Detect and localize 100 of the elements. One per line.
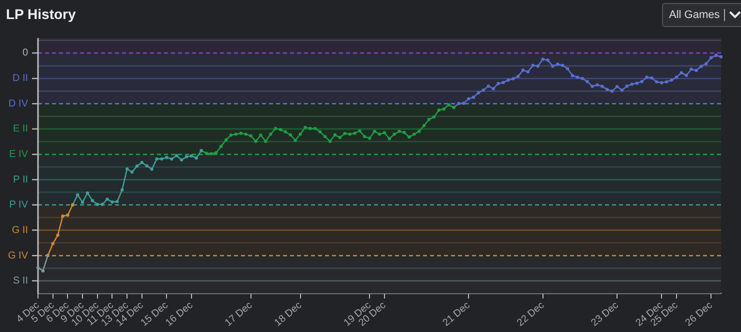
point (174, 154, 178, 158)
point (670, 78, 674, 82)
point (382, 131, 386, 134)
point (100, 202, 104, 206)
ref-line-label: P IV (9, 200, 28, 211)
point (214, 151, 218, 154)
point (620, 88, 624, 92)
x-tick-label: 18 Dec (272, 300, 304, 329)
point (378, 132, 382, 136)
point (684, 74, 688, 77)
point (417, 130, 421, 133)
point (140, 160, 144, 164)
point (353, 132, 356, 135)
point (674, 76, 678, 79)
point (264, 140, 268, 143)
point (116, 200, 119, 204)
point (462, 102, 466, 105)
point (586, 80, 589, 84)
ref-line-label: P II (13, 174, 28, 186)
point (372, 130, 376, 133)
point (66, 214, 70, 217)
point (615, 84, 619, 88)
point (412, 132, 416, 136)
point (76, 193, 80, 196)
point (96, 202, 99, 206)
ref-line-label: D IV (8, 98, 28, 110)
point (398, 130, 401, 133)
point (244, 132, 248, 136)
point (506, 78, 510, 82)
point (180, 158, 184, 162)
point (294, 138, 297, 142)
point (284, 130, 288, 134)
ref-line-label: E II (12, 124, 28, 135)
point (422, 124, 426, 128)
point (596, 83, 599, 86)
point (719, 55, 723, 58)
point (700, 64, 703, 68)
point (239, 132, 243, 135)
point (664, 80, 668, 84)
point (561, 64, 564, 67)
point (645, 76, 648, 79)
text: All Games (669, 9, 720, 21)
x-tick-label: 21 Dec (440, 300, 472, 329)
point (210, 152, 213, 156)
point (150, 168, 154, 171)
point (41, 269, 45, 272)
point (635, 82, 638, 85)
point (106, 198, 109, 201)
point (56, 234, 60, 237)
point (655, 80, 658, 84)
point (125, 167, 129, 171)
point (288, 133, 292, 136)
x-tick-label: 17 Dec (223, 300, 255, 329)
ref-line-label: E IV (9, 149, 28, 160)
ref-line-label: G IV (8, 250, 28, 262)
point (437, 108, 440, 112)
point (86, 191, 90, 195)
point (318, 130, 322, 134)
point (496, 82, 500, 86)
point (551, 64, 554, 68)
point (51, 242, 54, 246)
point (184, 155, 188, 158)
point (388, 137, 391, 140)
point (531, 64, 535, 67)
point (190, 154, 194, 158)
point (278, 128, 282, 132)
point (323, 134, 327, 138)
point (204, 152, 208, 155)
point (343, 132, 346, 136)
point (408, 135, 411, 139)
point (358, 129, 362, 132)
point (363, 134, 366, 138)
point (546, 58, 550, 62)
point (536, 64, 540, 68)
point (36, 266, 40, 270)
x-tick-label: 22 Dec (515, 300, 547, 329)
point (165, 156, 168, 160)
point (476, 91, 480, 94)
point (170, 157, 174, 161)
chart-title: LP History (6, 6, 76, 22)
point (625, 84, 629, 88)
point (512, 77, 515, 80)
point (580, 76, 584, 80)
point (135, 164, 139, 168)
point (680, 71, 684, 74)
point (606, 88, 609, 92)
point (502, 80, 505, 84)
ref-line-label: G II (12, 224, 28, 236)
point (486, 84, 490, 88)
point (566, 67, 570, 70)
point (314, 126, 317, 130)
point (304, 126, 307, 130)
point (80, 200, 84, 204)
point (90, 198, 94, 202)
ref-line-label: D II (12, 73, 28, 84)
point (402, 130, 406, 134)
point (254, 140, 258, 143)
point (541, 58, 544, 61)
ref-line-label: S II (12, 276, 28, 287)
point (194, 156, 198, 160)
